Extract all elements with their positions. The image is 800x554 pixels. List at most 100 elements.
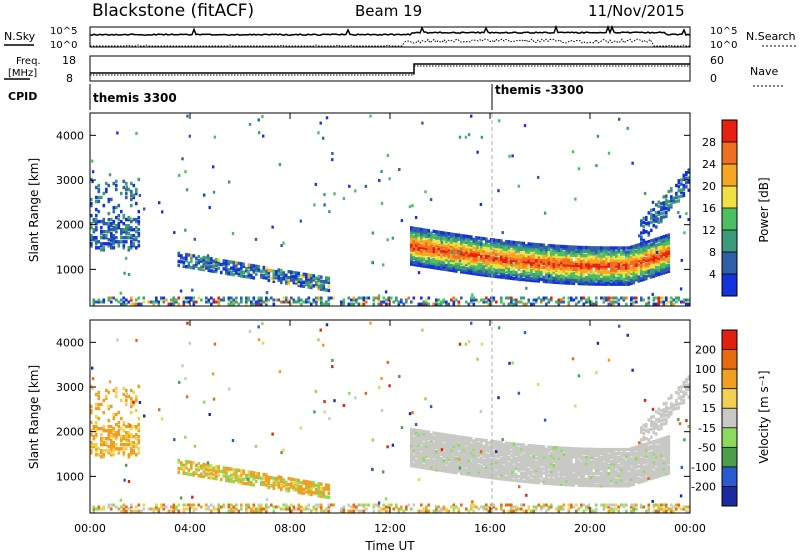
data-cell: [430, 449, 433, 453]
data-cell: [667, 239, 671, 243]
data-cell: [570, 453, 573, 457]
data-cell: [527, 256, 531, 260]
data-cell: [530, 256, 533, 260]
data-cell: [442, 249, 446, 253]
data-cell: [260, 505, 263, 509]
data-cell: [600, 258, 603, 262]
data-cell: [127, 273, 131, 276]
data-cell: [625, 270, 628, 274]
data-cell: [635, 274, 638, 278]
data-cell: [617, 452, 621, 456]
data-cell: [505, 447, 508, 451]
data-cell: [465, 442, 468, 446]
data-cell: [340, 300, 343, 304]
data-cell: [500, 448, 503, 453]
data-cell: [415, 233, 418, 237]
data-cell: [305, 281, 308, 285]
data-cell: [122, 302, 126, 306]
data-cell: [464, 135, 468, 139]
data-cell: [410, 439, 413, 444]
data-cell: [585, 268, 588, 272]
data-cell: [547, 264, 551, 268]
data-cell: [217, 505, 221, 509]
data-cell: [457, 459, 461, 463]
data-cell: [122, 213, 126, 218]
data-cell: [567, 454, 571, 459]
data-cell: [550, 475, 553, 480]
data-cell: [570, 451, 573, 455]
data-cell: [440, 452, 443, 456]
data-cell: [123, 271, 126, 275]
data-cell: [425, 252, 428, 257]
data-cell: [650, 251, 653, 255]
power-colorbar-tick-label: 16: [702, 202, 716, 215]
data-cell: [595, 250, 598, 254]
data-cell: [632, 258, 636, 263]
data-cell: [422, 244, 426, 248]
data-cell: [525, 254, 528, 258]
data-cell: [510, 266, 513, 270]
data-cell: [267, 298, 271, 302]
data-cell: [465, 300, 468, 304]
data-cell: [435, 445, 438, 450]
data-cell: [587, 274, 591, 278]
data-cell: [570, 281, 573, 285]
data-cell: [427, 241, 431, 245]
data-cell: [487, 471, 491, 475]
data-cell: [642, 247, 646, 251]
data-cell: [437, 242, 441, 246]
data-cell: [592, 449, 596, 454]
data-cell: [525, 270, 528, 274]
data-cell: [667, 247, 671, 251]
data-cell: [542, 245, 546, 249]
data-cell: [567, 277, 571, 281]
data-cell: [152, 507, 156, 511]
data-cell: [90, 177, 93, 182]
data-cell: [547, 507, 551, 511]
data-cell: [367, 503, 371, 507]
data-cell: [667, 245, 671, 249]
data-cell: [592, 457, 596, 462]
data-cell: [562, 257, 566, 261]
data-cell: [417, 429, 421, 433]
data-cell: [410, 462, 413, 466]
data-cell: [477, 466, 481, 470]
data-cell: [575, 471, 578, 475]
data-cell: [605, 248, 608, 252]
data-cell: [202, 257, 206, 262]
data-cell: [161, 210, 164, 214]
data-cell: [605, 476, 608, 480]
data-cell: [537, 175, 540, 179]
data-cell: [615, 456, 618, 460]
data-cell: [317, 285, 321, 289]
data-cell: [525, 463, 528, 468]
data-cell: [492, 274, 496, 278]
data-cell: [452, 442, 456, 446]
data-cell: [422, 458, 426, 462]
data-cell: [313, 203, 316, 207]
data-cell: [520, 463, 523, 467]
data-cell: [228, 180, 231, 184]
data-cell: [560, 470, 563, 474]
data-cell: [525, 278, 528, 282]
data-cell: [565, 271, 568, 275]
data-cell: [607, 151, 611, 155]
data-cell: [432, 463, 436, 467]
data-cell: [565, 456, 568, 461]
data-cell: [442, 231, 446, 235]
data-cell: [485, 467, 488, 471]
data-cell: [435, 435, 438, 440]
data-cell: [207, 258, 211, 263]
data-cell: [475, 254, 478, 258]
data-cell: [625, 509, 628, 513]
data-cell: [547, 447, 551, 451]
data-cell: [455, 245, 458, 249]
data-cell: [485, 465, 488, 469]
data-cell: [505, 457, 508, 461]
data-cell: [567, 253, 571, 257]
data-cell: [660, 251, 663, 256]
data-cell: [605, 262, 608, 266]
data-cell: [657, 509, 661, 513]
data-cell: [167, 302, 171, 306]
data-cell: [417, 251, 421, 255]
